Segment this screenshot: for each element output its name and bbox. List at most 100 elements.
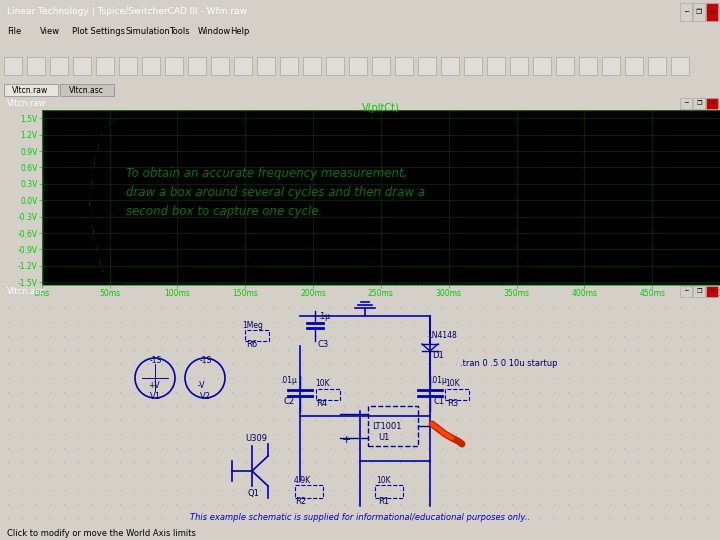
Point <box>296 360 307 368</box>
Point <box>44 318 55 326</box>
Point <box>618 374 630 382</box>
Point <box>310 360 322 368</box>
Point <box>30 303 42 312</box>
Point <box>282 416 294 424</box>
Point <box>128 402 140 410</box>
Point <box>548 332 559 340</box>
Point <box>562 430 574 438</box>
Point <box>184 360 196 368</box>
Point <box>156 485 168 494</box>
Point <box>100 471 112 480</box>
Bar <box>349 57 367 75</box>
Point <box>647 318 658 326</box>
Point <box>30 374 42 382</box>
Point <box>521 303 532 312</box>
Point <box>212 471 224 480</box>
Point <box>647 500 658 508</box>
Point <box>380 500 392 508</box>
Point <box>478 500 490 508</box>
Point <box>86 430 98 438</box>
Point <box>240 402 252 410</box>
Point <box>128 360 140 368</box>
Point <box>44 485 55 494</box>
Point <box>702 332 714 340</box>
Point <box>618 485 630 494</box>
Point <box>534 485 546 494</box>
Point <box>464 430 476 438</box>
Point <box>114 444 126 453</box>
Point <box>296 444 307 453</box>
Text: ─: ─ <box>684 289 688 294</box>
Point <box>128 318 140 326</box>
Point <box>254 485 266 494</box>
Point <box>170 514 181 522</box>
Point <box>352 303 364 312</box>
Point <box>100 346 112 354</box>
Bar <box>693 3 705 21</box>
Point <box>688 471 700 480</box>
Point <box>436 374 448 382</box>
Point <box>408 360 420 368</box>
Point <box>324 500 336 508</box>
Point <box>296 346 307 354</box>
Point <box>114 346 126 354</box>
Point <box>674 471 685 480</box>
Text: V1: V1 <box>150 392 161 401</box>
Point <box>296 402 307 410</box>
Text: U309: U309 <box>245 434 267 443</box>
Point <box>324 416 336 424</box>
Point <box>44 374 55 382</box>
Point <box>576 346 588 354</box>
Text: Help: Help <box>230 26 250 36</box>
Point <box>506 374 518 382</box>
Point <box>198 303 210 312</box>
Point <box>366 332 378 340</box>
Point <box>590 458 602 467</box>
Point <box>674 500 685 508</box>
Point <box>521 416 532 424</box>
Point <box>478 318 490 326</box>
Point <box>548 458 559 467</box>
Point <box>380 303 392 312</box>
Point <box>478 444 490 453</box>
Point <box>226 471 238 480</box>
Point <box>702 388 714 396</box>
Point <box>366 500 378 508</box>
Point <box>338 458 350 467</box>
Point <box>674 444 685 453</box>
Point <box>352 332 364 340</box>
Point <box>521 374 532 382</box>
Point <box>464 374 476 382</box>
Point <box>674 318 685 326</box>
Point <box>660 402 672 410</box>
Point <box>660 500 672 508</box>
Point <box>590 374 602 382</box>
Point <box>521 332 532 340</box>
Point <box>464 444 476 453</box>
Point <box>618 458 630 467</box>
Point <box>338 514 350 522</box>
Point <box>100 514 112 522</box>
Point <box>618 318 630 326</box>
Point <box>674 360 685 368</box>
Point <box>395 360 406 368</box>
Point <box>632 514 644 522</box>
Point <box>338 444 350 453</box>
Point <box>30 332 42 340</box>
Point <box>296 430 307 438</box>
Point <box>618 416 630 424</box>
Point <box>506 318 518 326</box>
Point <box>282 514 294 522</box>
Point <box>380 374 392 382</box>
Point <box>464 303 476 312</box>
Point <box>58 388 70 396</box>
Point <box>100 388 112 396</box>
Point <box>534 374 546 382</box>
Point <box>226 332 238 340</box>
Bar <box>533 57 551 75</box>
Point <box>156 458 168 467</box>
Point <box>17 485 28 494</box>
Point <box>576 402 588 410</box>
Point <box>395 346 406 354</box>
Point <box>422 485 433 494</box>
